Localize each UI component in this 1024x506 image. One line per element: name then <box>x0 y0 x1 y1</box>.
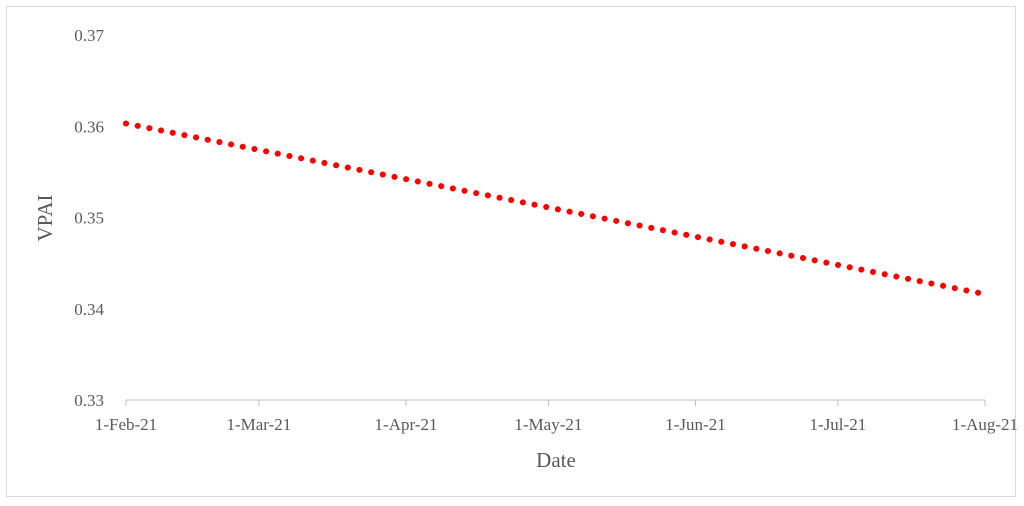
x-tick-labels: 1-Feb-21 1-Mar-21 1-Apr-21 1-May-21 1-Jun-21… <box>95 400 1018 434</box>
x-tick-label: 1-Feb-21 <box>95 415 157 434</box>
y-tick-labels: 0.33 0.34 0.35 0.36 0.37 <box>74 26 104 410</box>
y-tick-label: 0.35 <box>74 209 104 228</box>
y-axis-title: VPAI <box>33 194 57 241</box>
vpai-series-line <box>123 120 988 298</box>
x-tick-label: 1-Apr-21 <box>375 415 438 434</box>
series-layer <box>123 120 988 298</box>
chart-frame <box>6 6 1016 497</box>
y-tick-label: 0.34 <box>74 300 104 319</box>
y-tick-label: 0.33 <box>74 391 104 410</box>
x-tick-label: 1-Jun-21 <box>665 415 725 434</box>
x-tick-label: 1-Jul-21 <box>810 415 867 434</box>
x-tick-label: 1-May-21 <box>514 415 582 434</box>
y-tick-label: 0.37 <box>74 26 104 45</box>
x-tick-label: 1-Mar-21 <box>226 415 291 434</box>
y-tick-label: 0.36 <box>74 117 104 136</box>
x-axis-title: Date <box>536 448 576 472</box>
x-tick-label: 1-Aug-21 <box>952 415 1018 434</box>
